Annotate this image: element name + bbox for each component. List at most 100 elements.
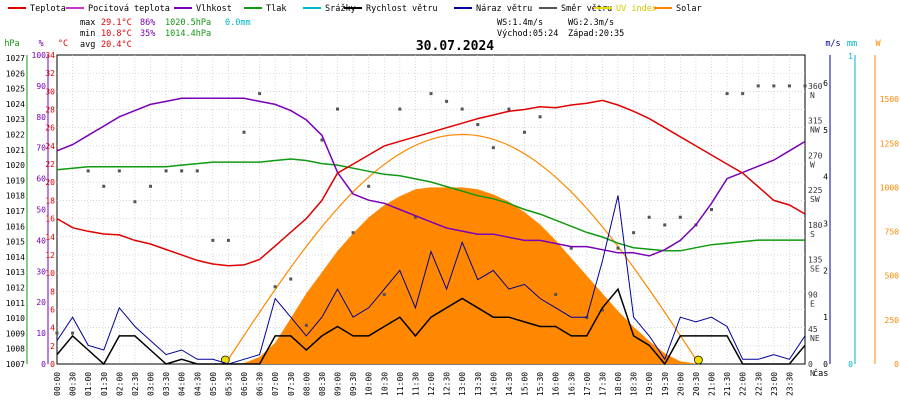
stat-max-temp: 29.1°C [101, 18, 132, 28]
legend-label: Vlhkost [196, 4, 232, 14]
wind-direction-point [460, 107, 464, 111]
axis-tick-time: 01:30 [100, 372, 109, 396]
axis-tick-celsius: 0 [50, 360, 55, 369]
axis-tick-mm: 1 [848, 52, 853, 61]
axis-tick-time: 23:30 [785, 372, 794, 396]
axis-tick-time: 22:30 [754, 372, 763, 396]
axis-tick-time: 14:00 [489, 372, 498, 396]
axis-tick-time: 21:00 [708, 372, 717, 396]
axis-tick-direction: 315 [808, 117, 823, 126]
stat-min-label: min [80, 29, 95, 39]
axis-tick-direction: 360 [808, 82, 823, 91]
axis-tick-w: 750 [885, 228, 900, 237]
wind-direction-point [117, 169, 121, 173]
axis-tick-time: 15:00 [521, 372, 530, 396]
axis-tick-time: 05:00 [209, 372, 218, 396]
axis-tick-ms: 0 [823, 360, 828, 369]
wind-direction-point [741, 92, 745, 96]
wind-direction-point [523, 130, 526, 134]
axis-tick-celsius: 6 [50, 305, 55, 314]
axis-tick-hpa: 1010 [6, 314, 25, 323]
axis-tick-w: 250 [885, 316, 900, 325]
axis-tick-celsius: 32 [45, 69, 55, 78]
axis-tick-hpa: 1013 [6, 268, 25, 277]
axis-tick-time: 06:00 [240, 372, 249, 396]
axis-unit-mm: mm [847, 39, 857, 49]
axis-tick-time: 00:00 [53, 372, 62, 396]
axis-tick-direction: 135 [808, 256, 823, 265]
solar-series [220, 133, 703, 365]
wind-direction-point [554, 292, 558, 296]
axis-tick-direction: 270 [808, 151, 823, 160]
axis-tick-w: 0 [894, 360, 899, 369]
axis-tick-compass: SW [810, 195, 820, 204]
axis-tick-time: 08:30 [318, 372, 327, 396]
wind-direction-point [242, 130, 246, 134]
wind-direction-point [429, 92, 433, 96]
axis-tick-ms: 3 [823, 220, 828, 229]
axis-tick-hpa: 1012 [6, 284, 25, 293]
axis-tick-time: 03:00 [147, 372, 156, 396]
axis-tick-time: 08:00 [302, 372, 311, 396]
axis-tick-hpa: 1011 [6, 299, 25, 308]
axis-tick-time: 17:00 [583, 372, 592, 396]
axis-tick-percent: 40 [36, 236, 46, 245]
axis-tick-direction: 225 [808, 186, 823, 195]
axis-tick-compass: NW [810, 126, 820, 135]
axis-tick-compass: E [810, 299, 815, 308]
stat-min-hum: 35% [140, 29, 155, 39]
axis-tick-w: 1250 [880, 139, 899, 148]
axis-tick-celsius: 4 [50, 324, 55, 333]
axis-tick-percent: 90 [36, 82, 46, 91]
axis-tick-celsius: 22 [45, 160, 55, 169]
wind-direction-point [600, 308, 604, 312]
axis-tick-time: 19:00 [645, 372, 654, 396]
legend-label: Rychlost větru [366, 4, 438, 14]
wind-direction-point [367, 184, 371, 188]
wind-direction-point [336, 107, 339, 111]
axis-tick-time: 11:00 [396, 372, 405, 396]
axis-tick-time: 12:30 [443, 372, 452, 396]
axis-tick-time: 01:00 [84, 372, 93, 396]
axis-tick-time: 02:00 [115, 372, 124, 396]
axis-tick-time: 03:30 [162, 372, 171, 396]
axis-tick-ms: 5 [823, 126, 828, 135]
stat-min-press: 1014.4hPa [165, 29, 211, 39]
stat-max-hum: 86% [140, 18, 155, 28]
axis-tick-hpa: 1018 [6, 192, 25, 201]
wind-stats: WS:1.4m/s WG:2.3m/s Východ:05:24 Západ:2… [497, 18, 624, 39]
wind-direction-point [803, 84, 807, 88]
axis-tick-celsius: 18 [45, 196, 55, 205]
axis-tick-time: 18:00 [614, 372, 623, 396]
axis-tick-hpa: 1019 [6, 176, 25, 185]
axis-tick-ms: 2 [823, 266, 828, 275]
wind-direction-point [616, 246, 620, 250]
axis-tick-hpa: 1026 [6, 69, 25, 78]
solar-area [225, 187, 700, 364]
axis-tick-time: 20:30 [692, 372, 701, 396]
axis-tick-celsius: 30 [45, 87, 55, 96]
stat-max-label: max [80, 18, 95, 28]
wind-direction-point [195, 169, 199, 173]
axis-tick-hpa: 1007 [6, 360, 25, 369]
axis-tick-hpa: 1027 [6, 54, 25, 63]
wind-direction-point [725, 92, 729, 96]
wind-direction-point [320, 138, 324, 142]
stat-avg-temp: 20.4°C [101, 40, 132, 50]
axis-tick-ms: 4 [823, 173, 828, 182]
axis-tick-hpa: 1014 [6, 253, 25, 262]
wind-direction-point [445, 99, 449, 103]
axis-tick-time: 23:00 [770, 372, 779, 396]
axis-tick-time: 16:30 [567, 372, 576, 396]
wind-direction-point [273, 285, 277, 289]
axis-tick-celsius: 10 [45, 269, 55, 278]
wind-direction-point [710, 208, 713, 211]
axis-tick-time: 09:30 [349, 372, 358, 396]
axis-tick-compass: W [810, 160, 815, 169]
axis-tick-time: 00:30 [69, 372, 78, 396]
axis-tick-time: 04:00 [178, 372, 187, 396]
axis-unit-time: čas [813, 368, 828, 379]
wind-speed-avg: WS:1.4m/s [497, 18, 543, 28]
wind-direction-point [102, 184, 106, 188]
